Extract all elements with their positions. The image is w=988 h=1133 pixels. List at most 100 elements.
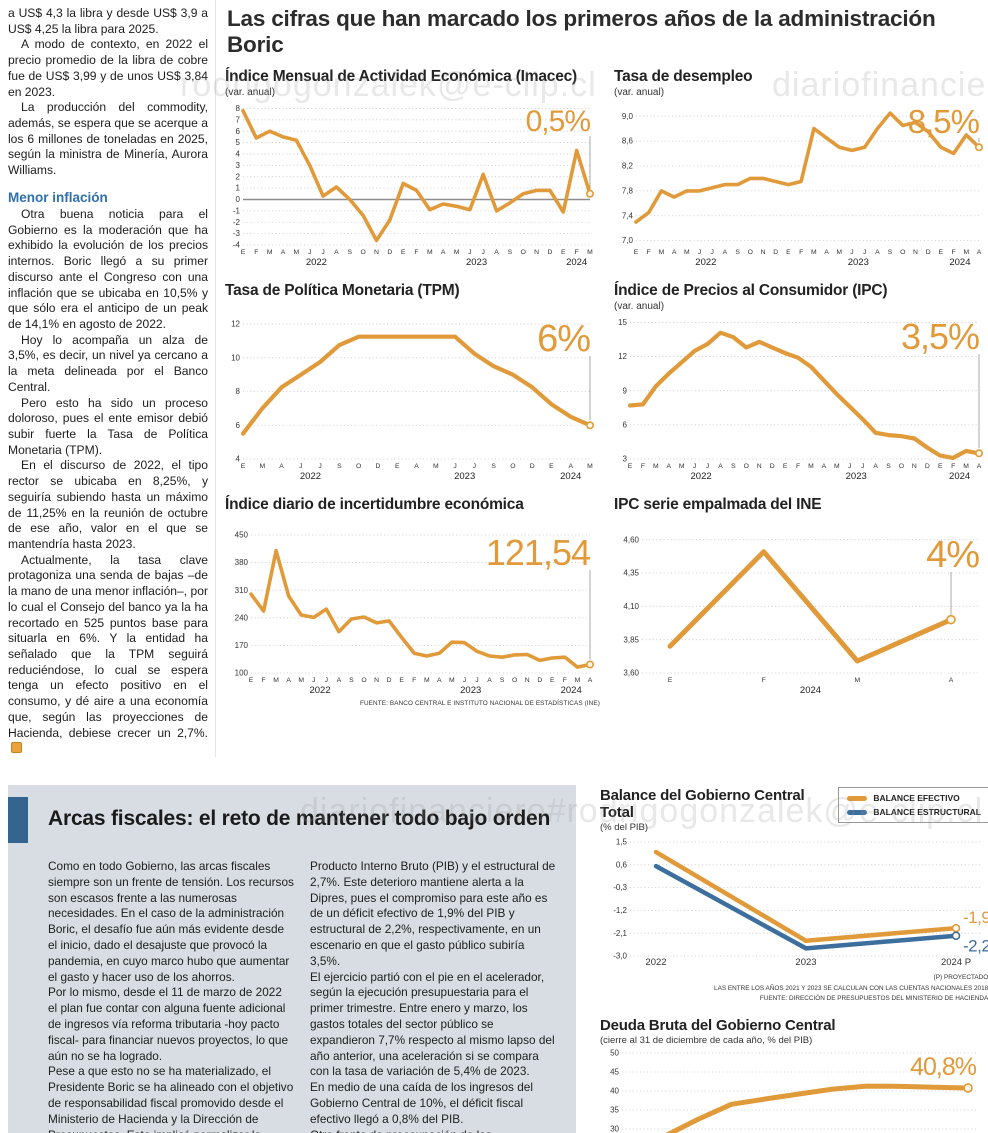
svg-text:8,2: 8,2 xyxy=(622,162,634,171)
subhead-menor-inflacion: Menor inflación xyxy=(8,189,108,205)
svg-text:D: D xyxy=(925,463,930,470)
svg-text:E: E xyxy=(550,677,555,684)
svg-text:O: O xyxy=(356,463,361,470)
chart-grid: Índice Mensual de Actividad Económica (I… xyxy=(225,66,988,707)
svg-text:-4: -4 xyxy=(233,241,241,250)
svg-text:J: J xyxy=(861,463,864,470)
svg-text:-0,3: -0,3 xyxy=(613,883,627,892)
svg-text:8,6: 8,6 xyxy=(622,137,634,146)
svg-text:J: J xyxy=(308,249,311,256)
chart-subtitle xyxy=(225,301,600,313)
svg-text:F: F xyxy=(261,677,265,684)
article-paragraph: En medio de una caída de los ingresos de… xyxy=(310,1080,533,1126)
svg-text:M: M xyxy=(454,249,460,256)
svg-text:J: J xyxy=(312,677,315,684)
top-section: a US$ 4,3 la libra y desde US$ 3,9 a US$… xyxy=(8,0,988,758)
svg-text:A: A xyxy=(824,249,829,256)
svg-text:S: S xyxy=(500,677,505,684)
article-paragraph: Pese a que esto no se ha materializado, … xyxy=(48,1064,294,1133)
svg-text:S: S xyxy=(508,249,513,256)
svg-text:J: J xyxy=(711,249,714,256)
svg-text:O: O xyxy=(521,249,526,256)
chart-title: Tasa de desempleo xyxy=(614,68,753,85)
svg-text:2024 P: 2024 P xyxy=(941,957,971,968)
svg-text:E: E xyxy=(561,249,566,256)
svg-text:-2,1: -2,1 xyxy=(613,929,627,938)
svg-text:380: 380 xyxy=(235,558,249,567)
article-paragraph: A modo de contexto, en 2022 el precio pr… xyxy=(8,37,208,99)
svg-text:J: J xyxy=(848,463,851,470)
title-accent-bar xyxy=(8,797,28,844)
svg-text:D: D xyxy=(375,463,380,470)
article-paragraph: Actualmente, la tasa clave protagoniza u… xyxy=(8,553,208,757)
svg-text:1,5: 1,5 xyxy=(616,838,628,847)
balance-legend: BALANCE EFECTIVO BALANCE ESTRUCTURAL xyxy=(838,787,988,824)
svg-text:F: F xyxy=(412,677,416,684)
svg-text:2023: 2023 xyxy=(795,957,816,968)
svg-text:4: 4 xyxy=(236,455,241,464)
svg-text:O: O xyxy=(744,463,749,470)
balance-header: Balance del Gobierno Central Total (% de… xyxy=(600,787,988,834)
svg-text:N: N xyxy=(534,249,539,256)
svg-text:A: A xyxy=(279,463,284,470)
svg-text:15: 15 xyxy=(618,318,627,327)
svg-text:F: F xyxy=(647,249,651,256)
svg-text:2024: 2024 xyxy=(949,471,970,482)
svg-text:M: M xyxy=(679,463,685,470)
svg-text:J: J xyxy=(473,463,476,470)
article-header: Arcas fiscales: el reto de mantener todo… xyxy=(8,797,562,844)
svg-text:E: E xyxy=(241,463,246,470)
chart-title: Balance del Gobierno Central Total xyxy=(600,787,805,822)
charts-area: Las cifras que han marcado los primeros … xyxy=(215,0,988,758)
svg-text:A: A xyxy=(949,677,954,684)
svg-text:J: J xyxy=(321,249,324,256)
svg-text:S: S xyxy=(735,249,740,256)
svg-text:9,0: 9,0 xyxy=(622,112,634,121)
svg-text:N: N xyxy=(525,677,530,684)
source-note: FUENTE: BANCO CENTRAL E INSTITUTO NACION… xyxy=(359,700,600,707)
svg-text:N: N xyxy=(761,249,766,256)
svg-text:F: F xyxy=(414,249,418,256)
svg-text:12: 12 xyxy=(618,352,627,361)
balance-line-chart: 1,5 0,6 -0,3 -1,2 -2,1 -3,0 2022 2023 2024 P -1,9… xyxy=(613,838,988,968)
svg-text:F: F xyxy=(641,463,645,470)
chart-incertidumbre: Índice diario de incertidumbre económica… xyxy=(225,494,600,707)
svg-text:O: O xyxy=(361,677,366,684)
bottom-charts: Balance del Gobierno Central Total (% de… xyxy=(576,785,988,1133)
svg-text:1: 1 xyxy=(236,184,241,193)
svg-text:E: E xyxy=(939,249,944,256)
article-columns: Como en todo Gobierno, las arcas fiscale… xyxy=(8,843,562,1133)
svg-text:2022: 2022 xyxy=(306,257,327,268)
arcas-fiscales-article: Arcas fiscales: el reto de mantener todo… xyxy=(8,785,576,1133)
svg-text:M: M xyxy=(834,463,840,470)
svg-text:50: 50 xyxy=(610,1048,619,1057)
svg-text:M: M xyxy=(575,677,581,684)
svg-text:D: D xyxy=(773,249,778,256)
svg-text:9: 9 xyxy=(623,386,628,395)
chart-desempleo: Tasa de desempleo (var. anual) 9,0 8,6 8,2… xyxy=(614,66,988,271)
ipc-empalmada-line-chart: 4,60 4,35 4,10 3,85 3,60 E F M A 2024 4% xyxy=(623,534,980,696)
svg-text:M: M xyxy=(811,249,817,256)
chart-subtitle xyxy=(225,515,600,527)
svg-text:M: M xyxy=(424,677,430,684)
svg-text:D: D xyxy=(530,463,535,470)
svg-text:3: 3 xyxy=(236,161,241,170)
svg-text:40,8%: 40,8% xyxy=(910,1053,977,1081)
svg-text:O: O xyxy=(510,463,515,470)
svg-text:E: E xyxy=(249,677,254,684)
svg-text:N: N xyxy=(757,463,762,470)
svg-text:E: E xyxy=(628,463,633,470)
article-column-1: Como en todo Gobierno, las arcas fiscale… xyxy=(48,859,294,1133)
svg-text:0: 0 xyxy=(236,195,241,204)
svg-text:170: 170 xyxy=(235,641,249,650)
legend-swatch-blue xyxy=(847,809,868,815)
chart-title: Deuda Bruta del Gobierno Central xyxy=(600,1016,836,1034)
svg-text:J: J xyxy=(299,463,302,470)
svg-text:A: A xyxy=(334,249,339,256)
svg-text:N: N xyxy=(374,677,379,684)
bottom-section: Arcas fiscales: el reto de mantener todo… xyxy=(0,785,988,1133)
chart-balance: Balance del Gobierno Central Total (% de… xyxy=(600,787,988,1005)
